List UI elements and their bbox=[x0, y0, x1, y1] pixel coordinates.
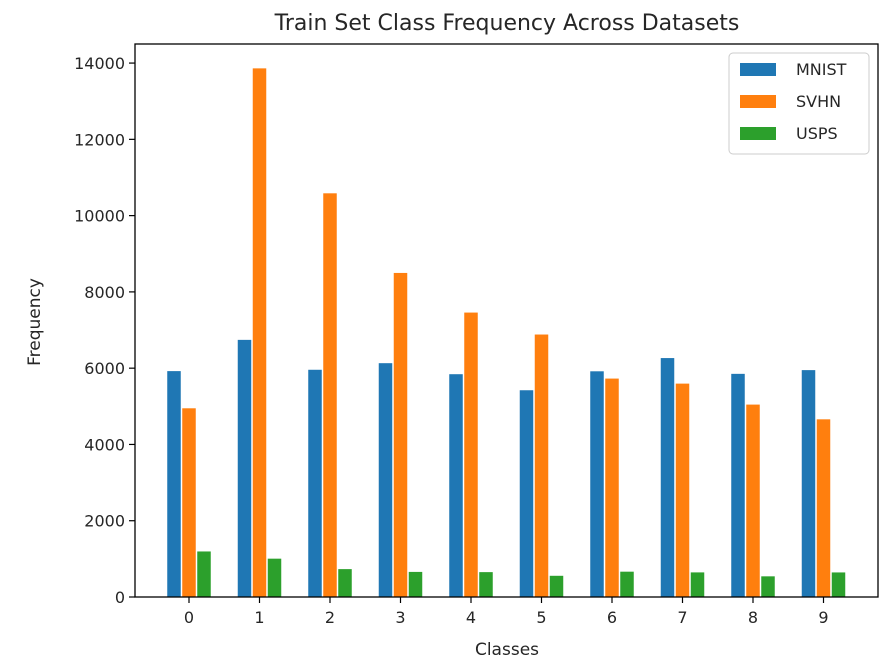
x-tick-label: 6 bbox=[607, 608, 617, 627]
bar-usps-class-6 bbox=[620, 571, 634, 597]
bar-usps-class-3 bbox=[408, 571, 423, 597]
x-tick-label: 2 bbox=[325, 608, 335, 627]
x-tick-label: 4 bbox=[466, 608, 476, 627]
bar-svhn-class-7 bbox=[675, 383, 690, 597]
bar-usps-class-7 bbox=[690, 572, 705, 597]
bar-mnist-class-3 bbox=[378, 363, 393, 597]
y-tick-label: 12000 bbox=[74, 130, 125, 149]
x-axis-label: Classes bbox=[475, 640, 539, 660]
ticks-layer: 0 1 2 3 4 5 6 7 8 9 0 2000 4000 6000 8000 10000 12000 140… bbox=[74, 54, 829, 627]
x-tick-label: 3 bbox=[395, 608, 405, 627]
bar-svhn-class-1 bbox=[252, 68, 267, 598]
x-tick-label: 1 bbox=[254, 608, 264, 627]
legend-swatch-svhn bbox=[740, 95, 776, 108]
bar-mnist-class-6 bbox=[590, 371, 604, 597]
bar-svhn-class-2 bbox=[323, 193, 337, 597]
x-tick-label: 8 bbox=[748, 608, 758, 627]
y-tick-label: 10000 bbox=[74, 207, 125, 226]
x-tick-label: 0 bbox=[184, 608, 194, 627]
bar-usps-class-4 bbox=[479, 572, 493, 597]
legend-swatch-mnist bbox=[740, 63, 776, 76]
bar-svhn-class-4 bbox=[464, 312, 478, 597]
bar-usps-class-8 bbox=[761, 576, 775, 597]
chart-title: Train Set Class Frequency Across Dataset… bbox=[274, 11, 740, 36]
bars-layer bbox=[167, 68, 846, 598]
y-tick-label: 0 bbox=[115, 588, 125, 607]
y-tick-label: 4000 bbox=[84, 435, 125, 454]
bar-usps-class-2 bbox=[338, 569, 352, 597]
legend-label-svhn: SVHN bbox=[796, 92, 841, 111]
bar-svhn-class-5 bbox=[534, 334, 549, 597]
y-tick-label: 14000 bbox=[74, 54, 125, 73]
y-tick-label: 2000 bbox=[84, 512, 125, 531]
bar-mnist-class-5 bbox=[519, 390, 534, 597]
x-tick-label: 5 bbox=[536, 608, 546, 627]
bar-mnist-class-7 bbox=[660, 358, 675, 597]
legend-label-usps: USPS bbox=[796, 124, 838, 143]
bar-svhn-class-3 bbox=[393, 272, 408, 597]
bar-usps-class-5 bbox=[549, 575, 564, 597]
legend-swatch-usps bbox=[740, 127, 776, 140]
y-tick-label: 6000 bbox=[84, 359, 125, 378]
y-axis-label: Frequency bbox=[25, 278, 45, 366]
bar-svhn-class-0 bbox=[182, 408, 196, 597]
bar-mnist-class-8 bbox=[731, 373, 745, 597]
bar-usps-class-0 bbox=[197, 551, 211, 597]
bar-usps-class-1 bbox=[267, 558, 282, 597]
x-tick-label: 7 bbox=[677, 608, 687, 627]
plot-frame bbox=[134, 43, 879, 598]
bar-usps-class-9 bbox=[831, 572, 846, 597]
bar-mnist-class-1 bbox=[237, 339, 252, 597]
bar-mnist-class-4 bbox=[449, 374, 463, 597]
bar-svhn-class-8 bbox=[746, 404, 760, 597]
bar-svhn-class-6 bbox=[605, 378, 619, 597]
bar-mnist-class-0 bbox=[167, 371, 181, 597]
bar-mnist-class-9 bbox=[801, 370, 816, 597]
x-tick-label: 9 bbox=[818, 608, 828, 627]
y-tick-label: 8000 bbox=[84, 283, 125, 302]
bar-mnist-class-2 bbox=[308, 369, 322, 597]
legend-label-mnist: MNIST bbox=[796, 60, 847, 79]
legend: MNIST SVHN USPS bbox=[728, 52, 870, 155]
bar-svhn-class-9 bbox=[816, 419, 831, 597]
